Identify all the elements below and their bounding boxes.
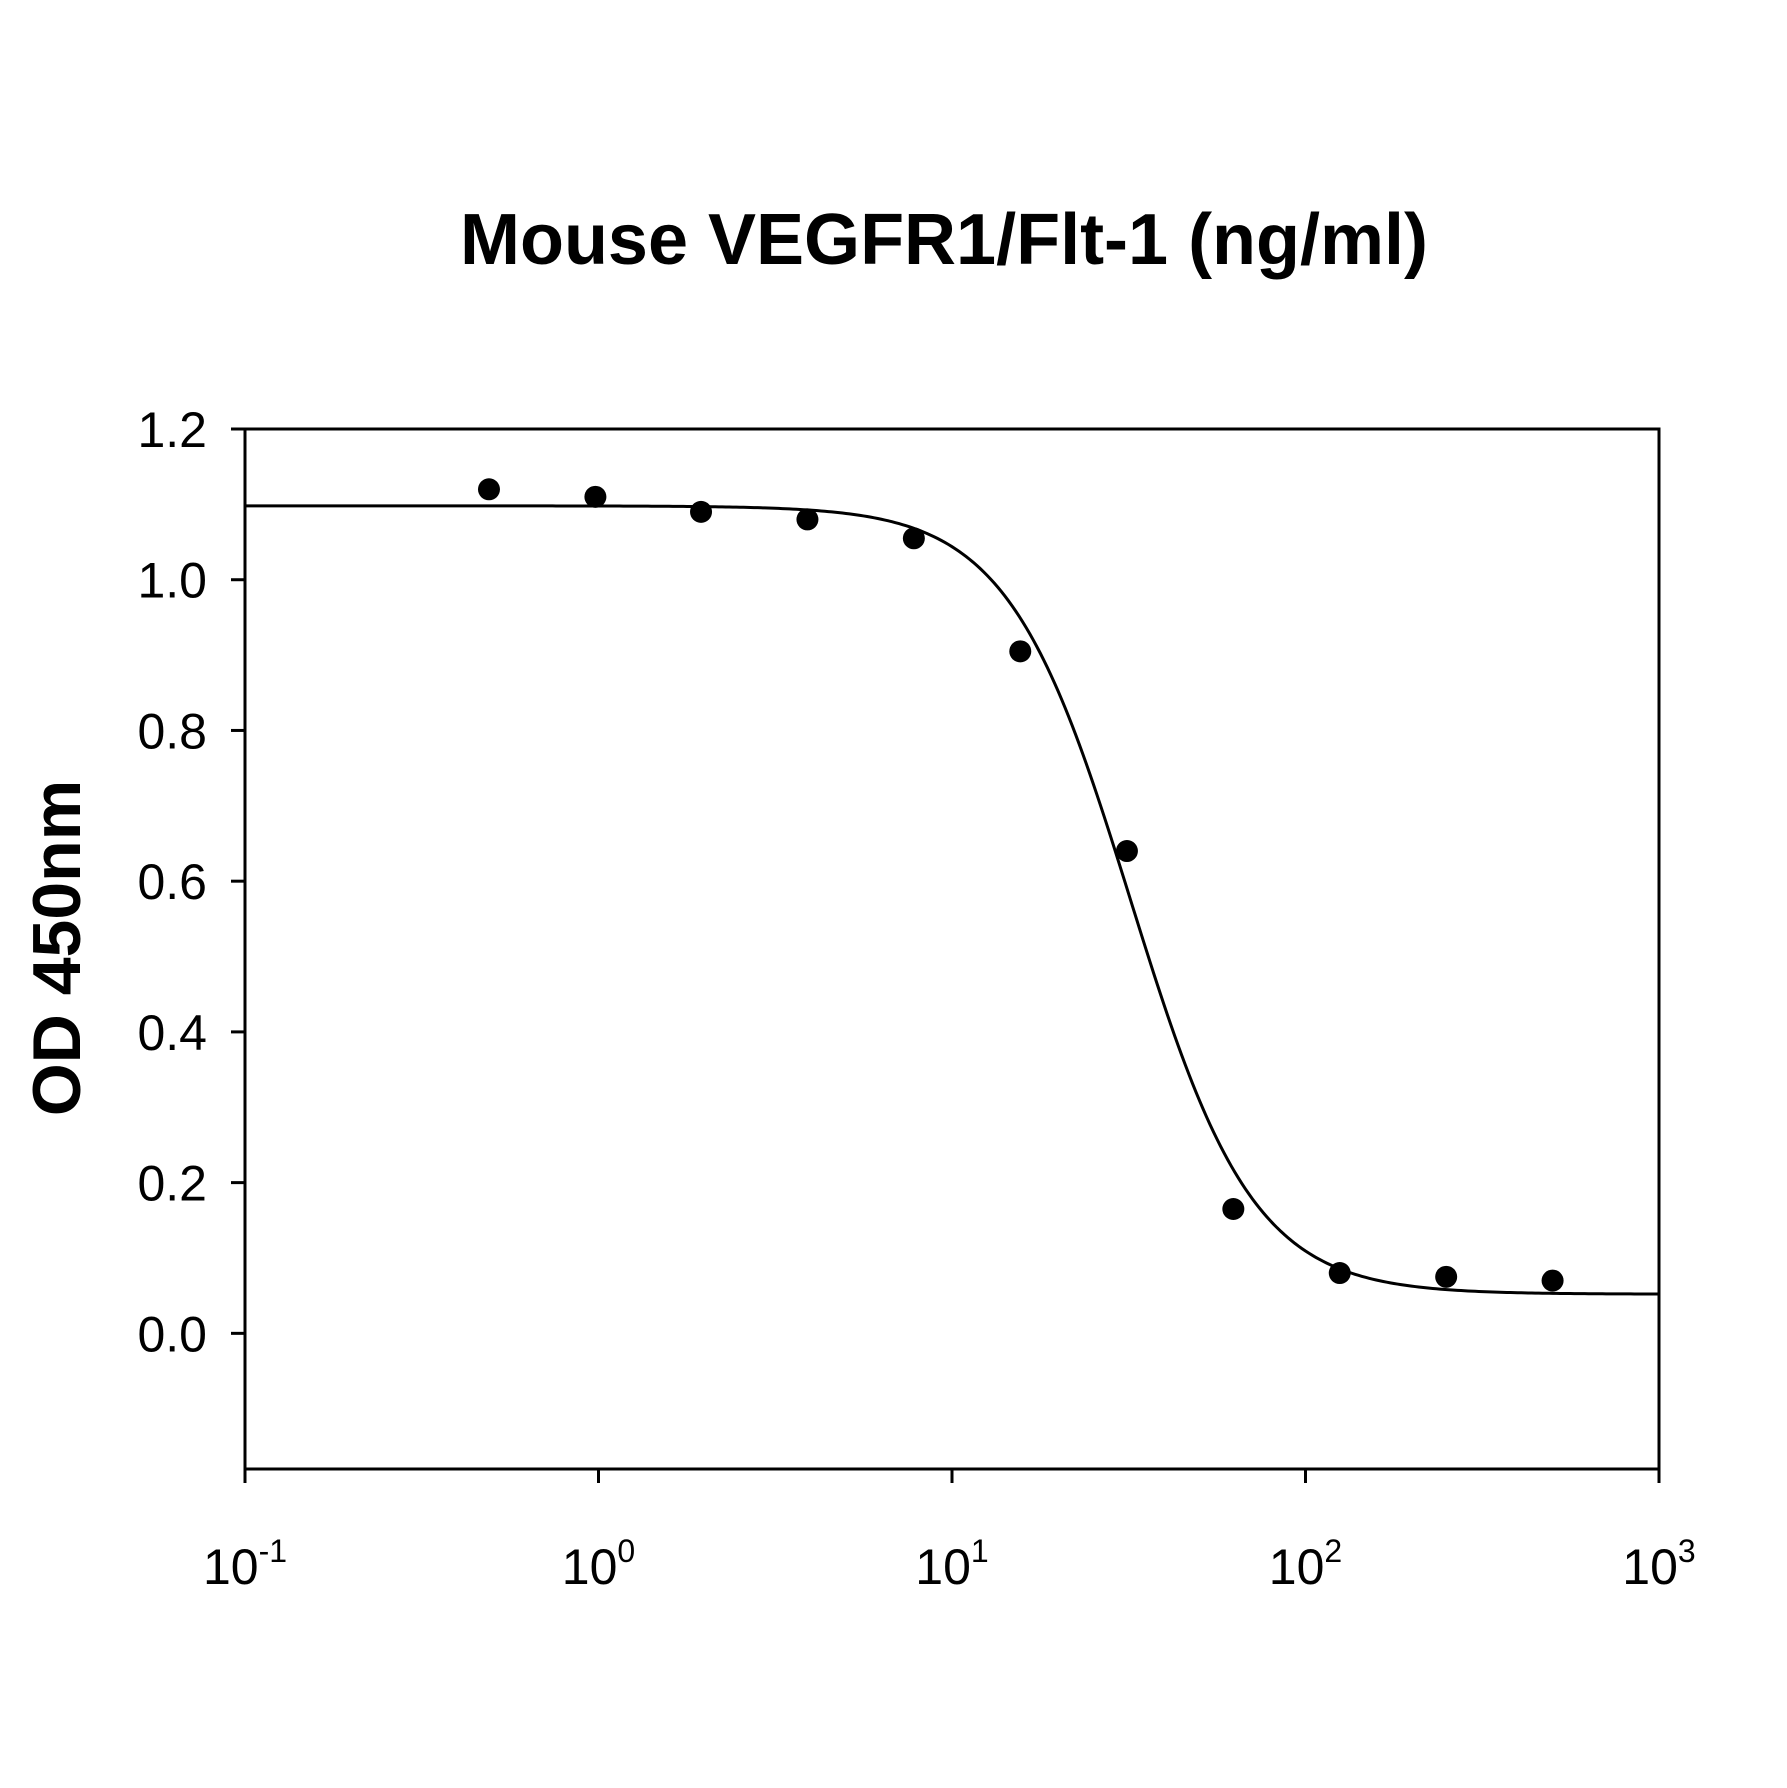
x-tick-exponent: 2 <box>1324 1533 1342 1569</box>
x-tick-exponent: 1 <box>971 1533 989 1569</box>
y-tick-label: 1.0 <box>137 553 207 609</box>
data-point <box>477 478 500 501</box>
x-tick-base: 10 <box>1269 1539 1325 1595</box>
data-point <box>690 500 713 523</box>
data-point <box>1435 1265 1458 1288</box>
y-axis-ticks: 0.0 0.2 0.4 0.6 0.8 1.0 1.2 <box>137 402 245 1362</box>
plot-frame <box>243 427 1661 1471</box>
y-tick-label: 0.2 <box>137 1156 207 1212</box>
data-point <box>1541 1269 1564 1292</box>
data-point <box>796 508 819 531</box>
data-point <box>1328 1262 1351 1285</box>
y-tick-label: 0.0 <box>137 1306 207 1362</box>
y-tick-label: 0.6 <box>137 854 207 910</box>
x-tick-exponent: 3 <box>1678 1533 1696 1569</box>
x-tick-label: 101 <box>915 1533 988 1595</box>
y-tick-label: 0.8 <box>137 703 207 759</box>
data-point <box>1222 1198 1245 1220</box>
x-tick-exponent: 0 <box>617 1533 635 1569</box>
data-point <box>1115 840 1138 863</box>
x-tick-base: 10 <box>1622 1539 1678 1595</box>
x-tick-label: 10-1 <box>203 1533 287 1595</box>
x-axis-ticks: 10-1 100 101 102 103 <box>203 1469 1696 1595</box>
y-tick-label: 0.4 <box>137 1005 207 1061</box>
y-axis-label: OD 450nm <box>19 780 95 1116</box>
x-tick-label: 102 <box>1269 1533 1342 1595</box>
x-tick-base: 10 <box>203 1539 259 1595</box>
data-point <box>902 527 925 550</box>
x-tick-base: 10 <box>562 1539 618 1595</box>
chart-title: Mouse VEGFR1/Flt-1 (ng/ml) <box>460 200 1428 280</box>
fit-curve-line <box>245 504 1660 1296</box>
data-point <box>584 485 607 508</box>
y-tick-label: 1.2 <box>137 402 207 458</box>
data-point <box>1009 640 1032 663</box>
x-tick-base: 10 <box>915 1539 971 1595</box>
x-tick-label: 100 <box>562 1533 635 1595</box>
x-tick-label: 103 <box>1622 1533 1695 1595</box>
data-points <box>477 478 1564 1292</box>
x-tick-exponent: -1 <box>259 1533 287 1569</box>
